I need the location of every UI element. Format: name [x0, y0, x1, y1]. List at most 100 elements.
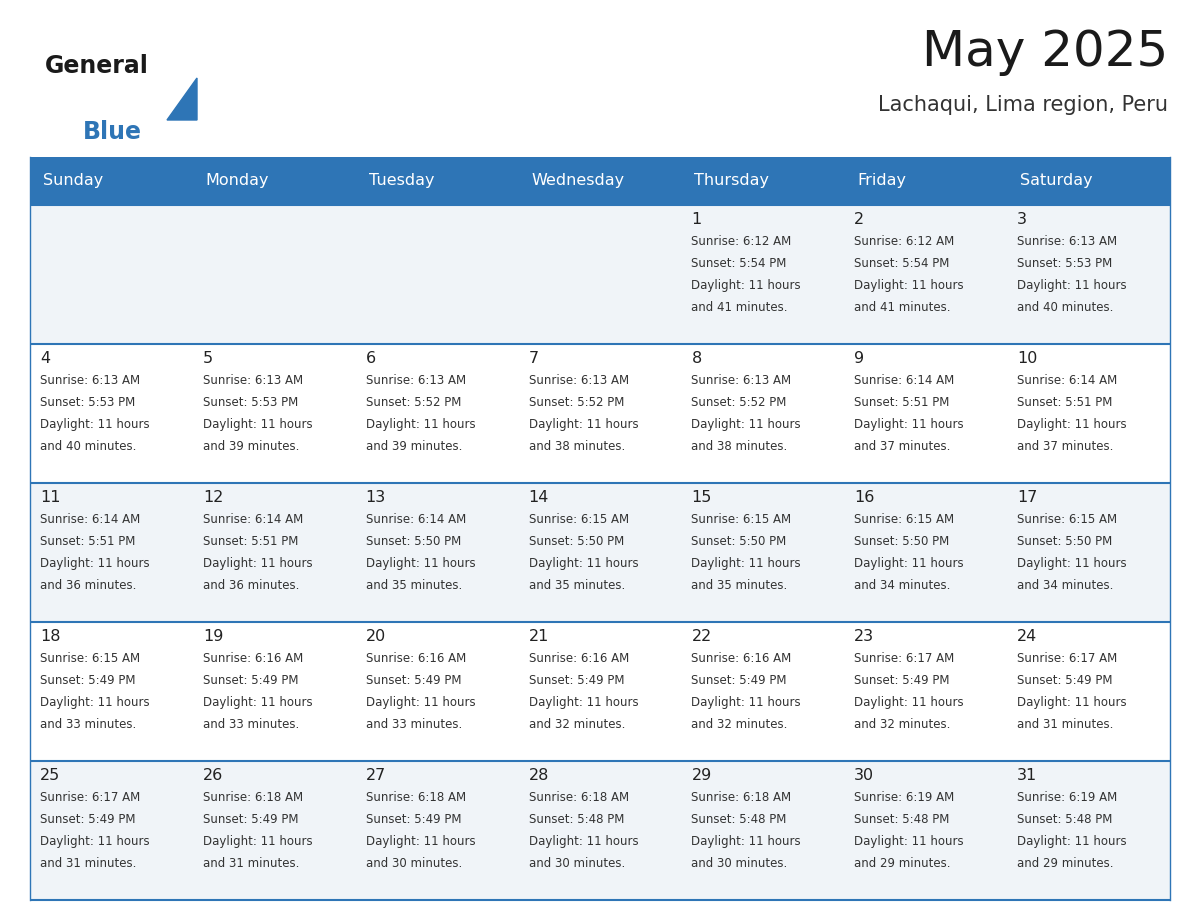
- Text: and 41 minutes.: and 41 minutes.: [691, 301, 788, 314]
- Bar: [30, 483, 192, 622]
- Text: and 31 minutes.: and 31 minutes.: [40, 857, 137, 870]
- Text: Daylight: 11 hours: Daylight: 11 hours: [1017, 279, 1126, 292]
- Text: Sunrise: 6:12 AM: Sunrise: 6:12 AM: [854, 235, 954, 248]
- Text: Sunset: 5:49 PM: Sunset: 5:49 PM: [1017, 674, 1113, 687]
- Bar: [519, 344, 682, 483]
- Text: 23: 23: [854, 629, 874, 644]
- Text: Sunset: 5:51 PM: Sunset: 5:51 PM: [40, 535, 135, 548]
- Text: Daylight: 11 hours: Daylight: 11 hours: [366, 418, 475, 431]
- Bar: [1007, 761, 1170, 900]
- Text: and 34 minutes.: and 34 minutes.: [1017, 579, 1113, 592]
- Text: Daylight: 11 hours: Daylight: 11 hours: [1017, 418, 1126, 431]
- Text: and 29 minutes.: and 29 minutes.: [854, 857, 950, 870]
- Text: Daylight: 11 hours: Daylight: 11 hours: [691, 557, 801, 570]
- Bar: [30, 761, 192, 900]
- Text: Sunrise: 6:15 AM: Sunrise: 6:15 AM: [691, 513, 791, 526]
- Bar: [30, 205, 192, 344]
- Bar: [192, 622, 355, 761]
- Bar: [1007, 622, 1170, 761]
- Text: and 33 minutes.: and 33 minutes.: [203, 718, 299, 731]
- Text: 21: 21: [529, 629, 549, 644]
- Bar: [1007, 205, 1170, 344]
- Text: Sunset: 5:48 PM: Sunset: 5:48 PM: [691, 813, 786, 826]
- Text: Friday: Friday: [858, 174, 906, 188]
- Text: Sunset: 5:54 PM: Sunset: 5:54 PM: [691, 257, 786, 270]
- Text: 29: 29: [691, 768, 712, 783]
- Bar: [845, 157, 1007, 205]
- Text: Sunset: 5:49 PM: Sunset: 5:49 PM: [366, 813, 461, 826]
- Text: Daylight: 11 hours: Daylight: 11 hours: [691, 279, 801, 292]
- Text: and 35 minutes.: and 35 minutes.: [366, 579, 462, 592]
- Bar: [355, 483, 519, 622]
- Text: 16: 16: [854, 490, 874, 505]
- Text: Daylight: 11 hours: Daylight: 11 hours: [854, 279, 963, 292]
- Text: Sunrise: 6:18 AM: Sunrise: 6:18 AM: [203, 791, 303, 804]
- Text: 26: 26: [203, 768, 223, 783]
- Text: Daylight: 11 hours: Daylight: 11 hours: [366, 557, 475, 570]
- Text: Sunset: 5:52 PM: Sunset: 5:52 PM: [529, 396, 624, 409]
- Text: and 32 minutes.: and 32 minutes.: [691, 718, 788, 731]
- Text: Daylight: 11 hours: Daylight: 11 hours: [529, 418, 638, 431]
- Text: Sunrise: 6:17 AM: Sunrise: 6:17 AM: [1017, 652, 1118, 665]
- Bar: [519, 622, 682, 761]
- Text: Sunrise: 6:13 AM: Sunrise: 6:13 AM: [1017, 235, 1117, 248]
- Text: Sunset: 5:50 PM: Sunset: 5:50 PM: [1017, 535, 1112, 548]
- Text: Sunrise: 6:13 AM: Sunrise: 6:13 AM: [691, 374, 791, 387]
- Text: Sunset: 5:49 PM: Sunset: 5:49 PM: [366, 674, 461, 687]
- Text: Sunset: 5:50 PM: Sunset: 5:50 PM: [691, 535, 786, 548]
- Bar: [30, 344, 192, 483]
- Text: and 34 minutes.: and 34 minutes.: [854, 579, 950, 592]
- Text: Sunrise: 6:19 AM: Sunrise: 6:19 AM: [1017, 791, 1118, 804]
- Bar: [845, 761, 1007, 900]
- Text: 28: 28: [529, 768, 549, 783]
- Text: and 33 minutes.: and 33 minutes.: [40, 718, 137, 731]
- Bar: [192, 761, 355, 900]
- Text: Daylight: 11 hours: Daylight: 11 hours: [366, 835, 475, 848]
- Text: Daylight: 11 hours: Daylight: 11 hours: [854, 418, 963, 431]
- Text: and 32 minutes.: and 32 minutes.: [529, 718, 625, 731]
- Text: Sunset: 5:49 PM: Sunset: 5:49 PM: [691, 674, 786, 687]
- Bar: [682, 761, 845, 900]
- Bar: [1007, 344, 1170, 483]
- Text: Sunrise: 6:15 AM: Sunrise: 6:15 AM: [40, 652, 140, 665]
- Bar: [682, 344, 845, 483]
- Text: 18: 18: [40, 629, 61, 644]
- Text: and 35 minutes.: and 35 minutes.: [529, 579, 625, 592]
- Text: and 30 minutes.: and 30 minutes.: [529, 857, 625, 870]
- Text: Sunrise: 6:16 AM: Sunrise: 6:16 AM: [691, 652, 791, 665]
- Text: 13: 13: [366, 490, 386, 505]
- Text: 6: 6: [366, 351, 375, 366]
- Bar: [192, 157, 355, 205]
- Text: Daylight: 11 hours: Daylight: 11 hours: [203, 835, 312, 848]
- Text: Sunset: 5:51 PM: Sunset: 5:51 PM: [203, 535, 298, 548]
- Text: Sunrise: 6:17 AM: Sunrise: 6:17 AM: [854, 652, 954, 665]
- Text: Sunset: 5:49 PM: Sunset: 5:49 PM: [40, 813, 135, 826]
- Text: Daylight: 11 hours: Daylight: 11 hours: [203, 696, 312, 709]
- Text: 7: 7: [529, 351, 538, 366]
- Text: 27: 27: [366, 768, 386, 783]
- Text: Sunrise: 6:14 AM: Sunrise: 6:14 AM: [366, 513, 466, 526]
- Text: Sunset: 5:48 PM: Sunset: 5:48 PM: [529, 813, 624, 826]
- Text: Sunset: 5:53 PM: Sunset: 5:53 PM: [203, 396, 298, 409]
- Text: 11: 11: [40, 490, 61, 505]
- Text: and 40 minutes.: and 40 minutes.: [1017, 301, 1113, 314]
- Text: 3: 3: [1017, 212, 1028, 227]
- Bar: [519, 157, 682, 205]
- Bar: [519, 761, 682, 900]
- Text: Sunset: 5:48 PM: Sunset: 5:48 PM: [854, 813, 949, 826]
- Text: Sunrise: 6:18 AM: Sunrise: 6:18 AM: [529, 791, 628, 804]
- Bar: [845, 483, 1007, 622]
- Text: Daylight: 11 hours: Daylight: 11 hours: [691, 418, 801, 431]
- Text: Sunset: 5:49 PM: Sunset: 5:49 PM: [203, 674, 298, 687]
- Text: Daylight: 11 hours: Daylight: 11 hours: [203, 557, 312, 570]
- Text: Sunrise: 6:15 AM: Sunrise: 6:15 AM: [1017, 513, 1117, 526]
- Bar: [845, 344, 1007, 483]
- Bar: [192, 483, 355, 622]
- Bar: [682, 205, 845, 344]
- Text: Sunset: 5:49 PM: Sunset: 5:49 PM: [40, 674, 135, 687]
- Text: 25: 25: [40, 768, 61, 783]
- Text: Daylight: 11 hours: Daylight: 11 hours: [854, 835, 963, 848]
- Text: Sunset: 5:50 PM: Sunset: 5:50 PM: [854, 535, 949, 548]
- Text: Sunrise: 6:14 AM: Sunrise: 6:14 AM: [40, 513, 140, 526]
- Text: 10: 10: [1017, 351, 1037, 366]
